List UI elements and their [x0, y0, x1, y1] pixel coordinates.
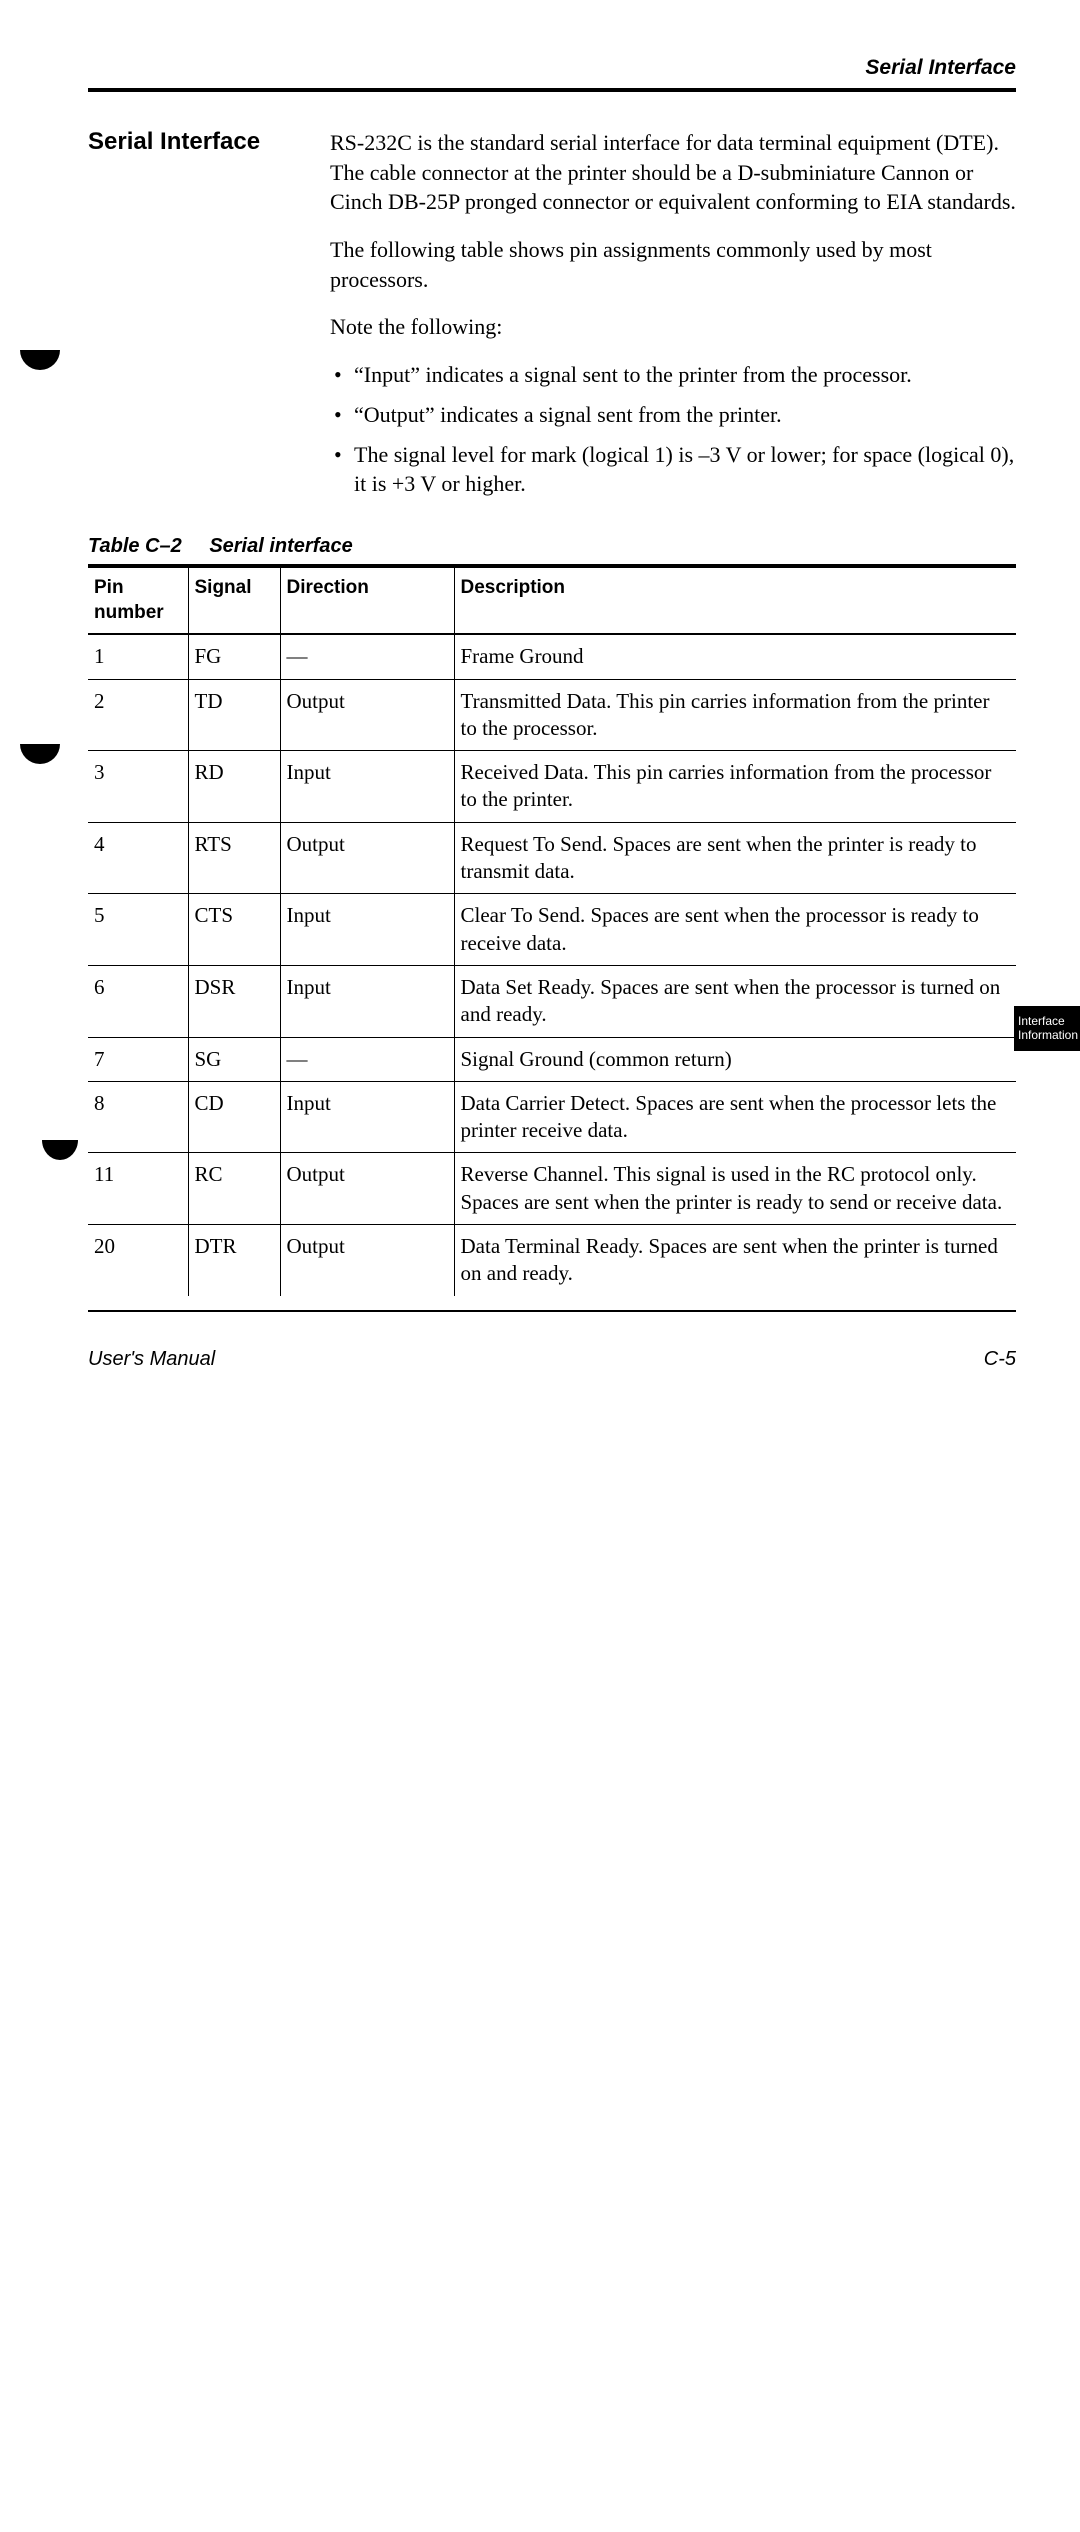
table-cell-pin: 1 [88, 634, 188, 679]
table-cell-direction: Output [280, 679, 454, 751]
table-cell-pin: 7 [88, 1037, 188, 1081]
table-row: 1FG—Frame Ground [88, 634, 1016, 679]
side-tab-line: Information [1018, 1028, 1076, 1042]
page-footer: User's Manual C-5 [88, 1348, 1016, 1371]
table-cell-signal: RC [188, 1153, 280, 1225]
table-row: 11RCOutputReverse Channel. This signal i… [88, 1153, 1016, 1225]
table-header-signal: Signal [188, 566, 280, 634]
table-header-direction: Direction [280, 566, 454, 634]
table-cell-description: Transmitted Data. This pin carries infor… [454, 679, 1016, 751]
table-cell-direction: Input [280, 965, 454, 1037]
table-cell-description: Signal Ground (common return) [454, 1037, 1016, 1081]
footer-left: User's Manual [88, 1348, 215, 1371]
intro-paragraph: Note the following: [330, 312, 1016, 342]
side-index-tab: Interface Information [1014, 1006, 1080, 1051]
table-cell-direction: Input [280, 1081, 454, 1153]
table-row: 7SG—Signal Ground (common return) [88, 1037, 1016, 1081]
table-cell-signal: SG [188, 1037, 280, 1081]
serial-interface-table: Pin number Signal Direction Description … [88, 564, 1016, 1296]
table-cell-pin: 11 [88, 1153, 188, 1225]
table-cell-pin: 8 [88, 1081, 188, 1153]
table-cell-direction: Input [280, 751, 454, 823]
table-caption-number: Table C–2 [88, 535, 182, 557]
top-rule [88, 88, 1016, 92]
table-cell-signal: CTS [188, 894, 280, 966]
table-cell-direction: — [280, 634, 454, 679]
table-cell-signal: FG [188, 634, 280, 679]
table-cell-signal: RTS [188, 822, 280, 894]
table-row: 4RTSOutputRequest To Send. Spaces are se… [88, 822, 1016, 894]
table-caption: Table C–2 Serial interface [88, 535, 1016, 558]
intro-paragraph: RS-232C is the standard serial interface… [330, 128, 1016, 217]
table-cell-description: Data Set Ready. Spaces are sent when the… [454, 965, 1016, 1037]
table-row: 2TDOutputTransmitted Data. This pin carr… [88, 679, 1016, 751]
table-cell-pin: 2 [88, 679, 188, 751]
table-bottom-rule [88, 1310, 1016, 1312]
table-row: 8CDInputData Carrier Detect. Spaces are … [88, 1081, 1016, 1153]
table-cell-direction: Output [280, 1225, 454, 1296]
table-cell-description: Request To Send. Spaces are sent when th… [454, 822, 1016, 894]
table-cell-description: Data Terminal Ready. Spaces are sent whe… [454, 1225, 1016, 1296]
table-cell-signal: CD [188, 1081, 280, 1153]
table-header-description: Description [454, 566, 1016, 634]
table-cell-description: Received Data. This pin carries informat… [454, 751, 1016, 823]
table-cell-pin: 4 [88, 822, 188, 894]
table-row: 5CTSInputClear To Send. Spaces are sent … [88, 894, 1016, 966]
table-cell-description: Clear To Send. Spaces are sent when the … [454, 894, 1016, 966]
table-cell-pin: 5 [88, 894, 188, 966]
bullet-item: The signal level for mark (logical 1) is… [330, 440, 1016, 499]
table-cell-pin: 20 [88, 1225, 188, 1296]
body-column: RS-232C is the standard serial interface… [330, 128, 1016, 509]
bullet-item: “Input” indicates a signal sent to the p… [330, 360, 1016, 390]
section-heading: Serial Interface [88, 128, 302, 509]
bullet-item: “Output” indicates a signal sent from th… [330, 400, 1016, 430]
table-cell-signal: TD [188, 679, 280, 751]
table-cell-signal: RD [188, 751, 280, 823]
table-row: 6DSRInputData Set Ready. Spaces are sent… [88, 965, 1016, 1037]
table-cell-direction: Output [280, 822, 454, 894]
table-cell-direction: — [280, 1037, 454, 1081]
table-cell-pin: 6 [88, 965, 188, 1037]
table-cell-description: Frame Ground [454, 634, 1016, 679]
table-header-pin: Pin number [88, 566, 188, 634]
table-row: 20DTROutputData Terminal Ready. Spaces a… [88, 1225, 1016, 1296]
table-cell-direction: Input [280, 894, 454, 966]
table-cell-signal: DTR [188, 1225, 280, 1296]
side-tab-line: Interface [1018, 1014, 1076, 1028]
table-caption-title: Serial interface [209, 535, 352, 557]
table-row: 3RDInputReceived Data. This pin carries … [88, 751, 1016, 823]
table-cell-direction: Output [280, 1153, 454, 1225]
footer-right: C-5 [984, 1348, 1016, 1371]
table-cell-signal: DSR [188, 965, 280, 1037]
table-header-row: Pin number Signal Direction Description [88, 566, 1016, 634]
table-cell-description: Data Carrier Detect. Spaces are sent whe… [454, 1081, 1016, 1153]
bullet-list: “Input” indicates a signal sent to the p… [330, 360, 1016, 499]
running-header: Serial Interface [88, 56, 1016, 88]
table-cell-pin: 3 [88, 751, 188, 823]
intro-paragraph: The following table shows pin assignment… [330, 235, 1016, 294]
table-cell-description: Reverse Channel. This signal is used in … [454, 1153, 1016, 1225]
